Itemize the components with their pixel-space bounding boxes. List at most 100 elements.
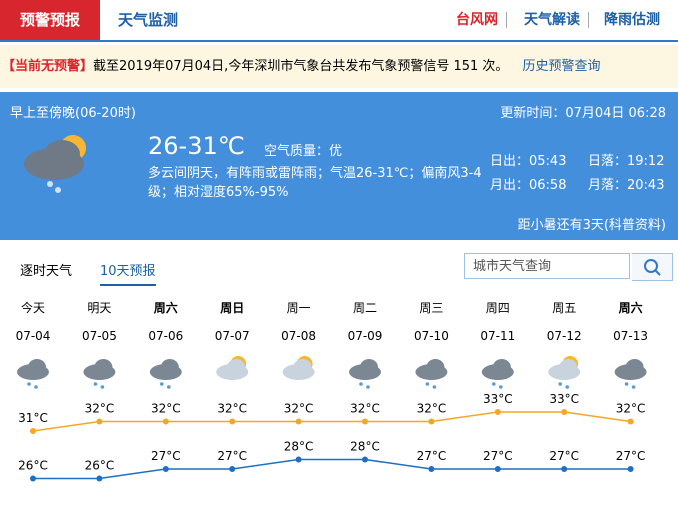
drop bbox=[631, 385, 636, 389]
low-label: 26°C bbox=[85, 459, 115, 473]
period: 早上至傍晚(06-20时) bbox=[10, 106, 136, 121]
nav-bar: 预警预报 天气监测 台风网 天气解读 降雨估测 bbox=[0, 0, 678, 42]
cloud bbox=[360, 359, 378, 375]
drop bbox=[499, 385, 503, 389]
high-point bbox=[494, 409, 501, 415]
day-label: 周六 bbox=[619, 300, 643, 315]
high-point bbox=[162, 418, 169, 425]
high-point bbox=[30, 428, 36, 434]
nav-link[interactable]: 台风网 bbox=[456, 12, 507, 28]
alert-status: 【当前无预警】 bbox=[2, 59, 94, 74]
sunset: 日落：19:12 bbox=[588, 154, 665, 169]
low-point bbox=[162, 466, 169, 472]
nav-tab[interactable]: 预警预报 bbox=[0, 0, 100, 40]
high-label: 33°C bbox=[483, 392, 513, 406]
drop bbox=[432, 385, 437, 389]
low-point bbox=[561, 466, 568, 472]
drop bbox=[160, 382, 164, 386]
alert-link[interactable]: 历史预警查询 bbox=[522, 59, 601, 74]
solar-term[interactable]: 距小暑还有3天(科普资料) bbox=[517, 218, 666, 233]
high-point bbox=[362, 418, 368, 425]
alert-bar: 【当前无预警】截至2019年07月04日,今年深圳市气象台共发布气象预警信号 1… bbox=[0, 45, 678, 88]
drop bbox=[565, 385, 569, 389]
cloud bbox=[426, 359, 445, 375]
high-label: 32°C bbox=[284, 402, 314, 416]
day-label: 周六 bbox=[154, 300, 178, 315]
drop bbox=[425, 382, 430, 386]
weather-icon bbox=[24, 135, 86, 193]
cloud bbox=[492, 359, 511, 375]
cloud bbox=[559, 359, 578, 375]
sub-tab[interactable]: 逐时天气 bbox=[20, 264, 73, 279]
weather-icon bbox=[149, 359, 182, 389]
low-label: 27°C bbox=[151, 449, 181, 463]
sunrise: 日出：05:43 bbox=[490, 154, 567, 169]
sub-tab[interactable]: 10天预报 bbox=[100, 260, 156, 286]
drop bbox=[27, 382, 31, 386]
search-button[interactable] bbox=[632, 253, 673, 281]
date-label: 07-06 bbox=[148, 329, 183, 343]
day-label: 周一 bbox=[287, 301, 311, 315]
day-label: 明天 bbox=[87, 301, 111, 315]
date-label: 07-12 bbox=[547, 329, 582, 343]
sub-tabs: 逐时天气 10天预报 bbox=[0, 258, 450, 286]
drop bbox=[624, 382, 629, 386]
nav-link[interactable]: 天气解读 bbox=[524, 12, 589, 28]
weather-icon bbox=[481, 359, 514, 389]
cloud bbox=[160, 359, 179, 375]
high-point bbox=[96, 418, 103, 425]
cloud bbox=[227, 359, 246, 375]
low-label: 28°C bbox=[350, 440, 380, 454]
low-point bbox=[96, 475, 103, 482]
high-point bbox=[428, 418, 435, 425]
day-label: 今天 bbox=[21, 300, 45, 315]
drop bbox=[100, 385, 105, 389]
drop bbox=[492, 382, 496, 386]
date-label: 07-13 bbox=[613, 329, 648, 343]
cloud bbox=[28, 359, 46, 375]
date-label: 07-11 bbox=[480, 329, 515, 343]
low-point bbox=[295, 456, 302, 463]
high-label: 33°C bbox=[549, 392, 579, 406]
day-label: 周日 bbox=[220, 301, 244, 315]
drop bbox=[167, 385, 171, 389]
date-label: 07-05 bbox=[82, 329, 117, 343]
low-point bbox=[362, 456, 368, 463]
drop bbox=[34, 385, 38, 389]
cloud bbox=[625, 359, 644, 375]
search-input[interactable]: 城市天气查询 bbox=[464, 253, 630, 279]
today-panel: 早上至傍晚(06-20时) 更新时间：07月04日 06:28 26-31℃ 空… bbox=[0, 92, 678, 240]
low-label: 27°C bbox=[417, 449, 447, 463]
date-label: 07-08 bbox=[281, 329, 316, 343]
high-point bbox=[295, 418, 302, 425]
low-line bbox=[33, 458, 631, 480]
day-label: 周四 bbox=[486, 301, 510, 315]
nav-link[interactable]: 降雨估测 bbox=[604, 12, 660, 28]
air-quality: 空气质量：优 bbox=[264, 144, 343, 159]
low-label: 27°C bbox=[616, 449, 646, 463]
low-label: 27°C bbox=[483, 449, 513, 463]
drop bbox=[93, 382, 98, 386]
day-label: 周五 bbox=[552, 301, 576, 315]
high-point bbox=[627, 418, 634, 425]
moonset: 月落：20:43 bbox=[588, 178, 665, 193]
high-point bbox=[561, 409, 568, 415]
nav-tab[interactable]: 天气监测 bbox=[118, 11, 179, 29]
weather-icon bbox=[83, 359, 116, 389]
low-point bbox=[627, 466, 634, 472]
forecast: 今天 07-04 明天 07-05 周六 07-06 周日 07-07 周一 07-08 周二 07-… bbox=[16, 300, 648, 482]
description: 多云间阴天，有阵雨或雷阵雨；气温26-31℃；偏南风3-4级；相对湿度65%-9… bbox=[148, 166, 482, 200]
high-label: 32°C bbox=[417, 402, 447, 416]
low-label: 26°C bbox=[18, 459, 48, 473]
drop bbox=[359, 382, 363, 386]
low-point bbox=[229, 466, 236, 472]
low-label: 27°C bbox=[549, 449, 579, 463]
weather-icon bbox=[349, 359, 381, 389]
updated: 更新时间：07月04日 06:28 bbox=[500, 106, 666, 121]
low-point bbox=[494, 466, 501, 472]
low-point bbox=[428, 466, 435, 472]
weather-icon bbox=[282, 356, 315, 380]
low-point bbox=[30, 475, 36, 482]
day-label: 周二 bbox=[353, 301, 377, 315]
